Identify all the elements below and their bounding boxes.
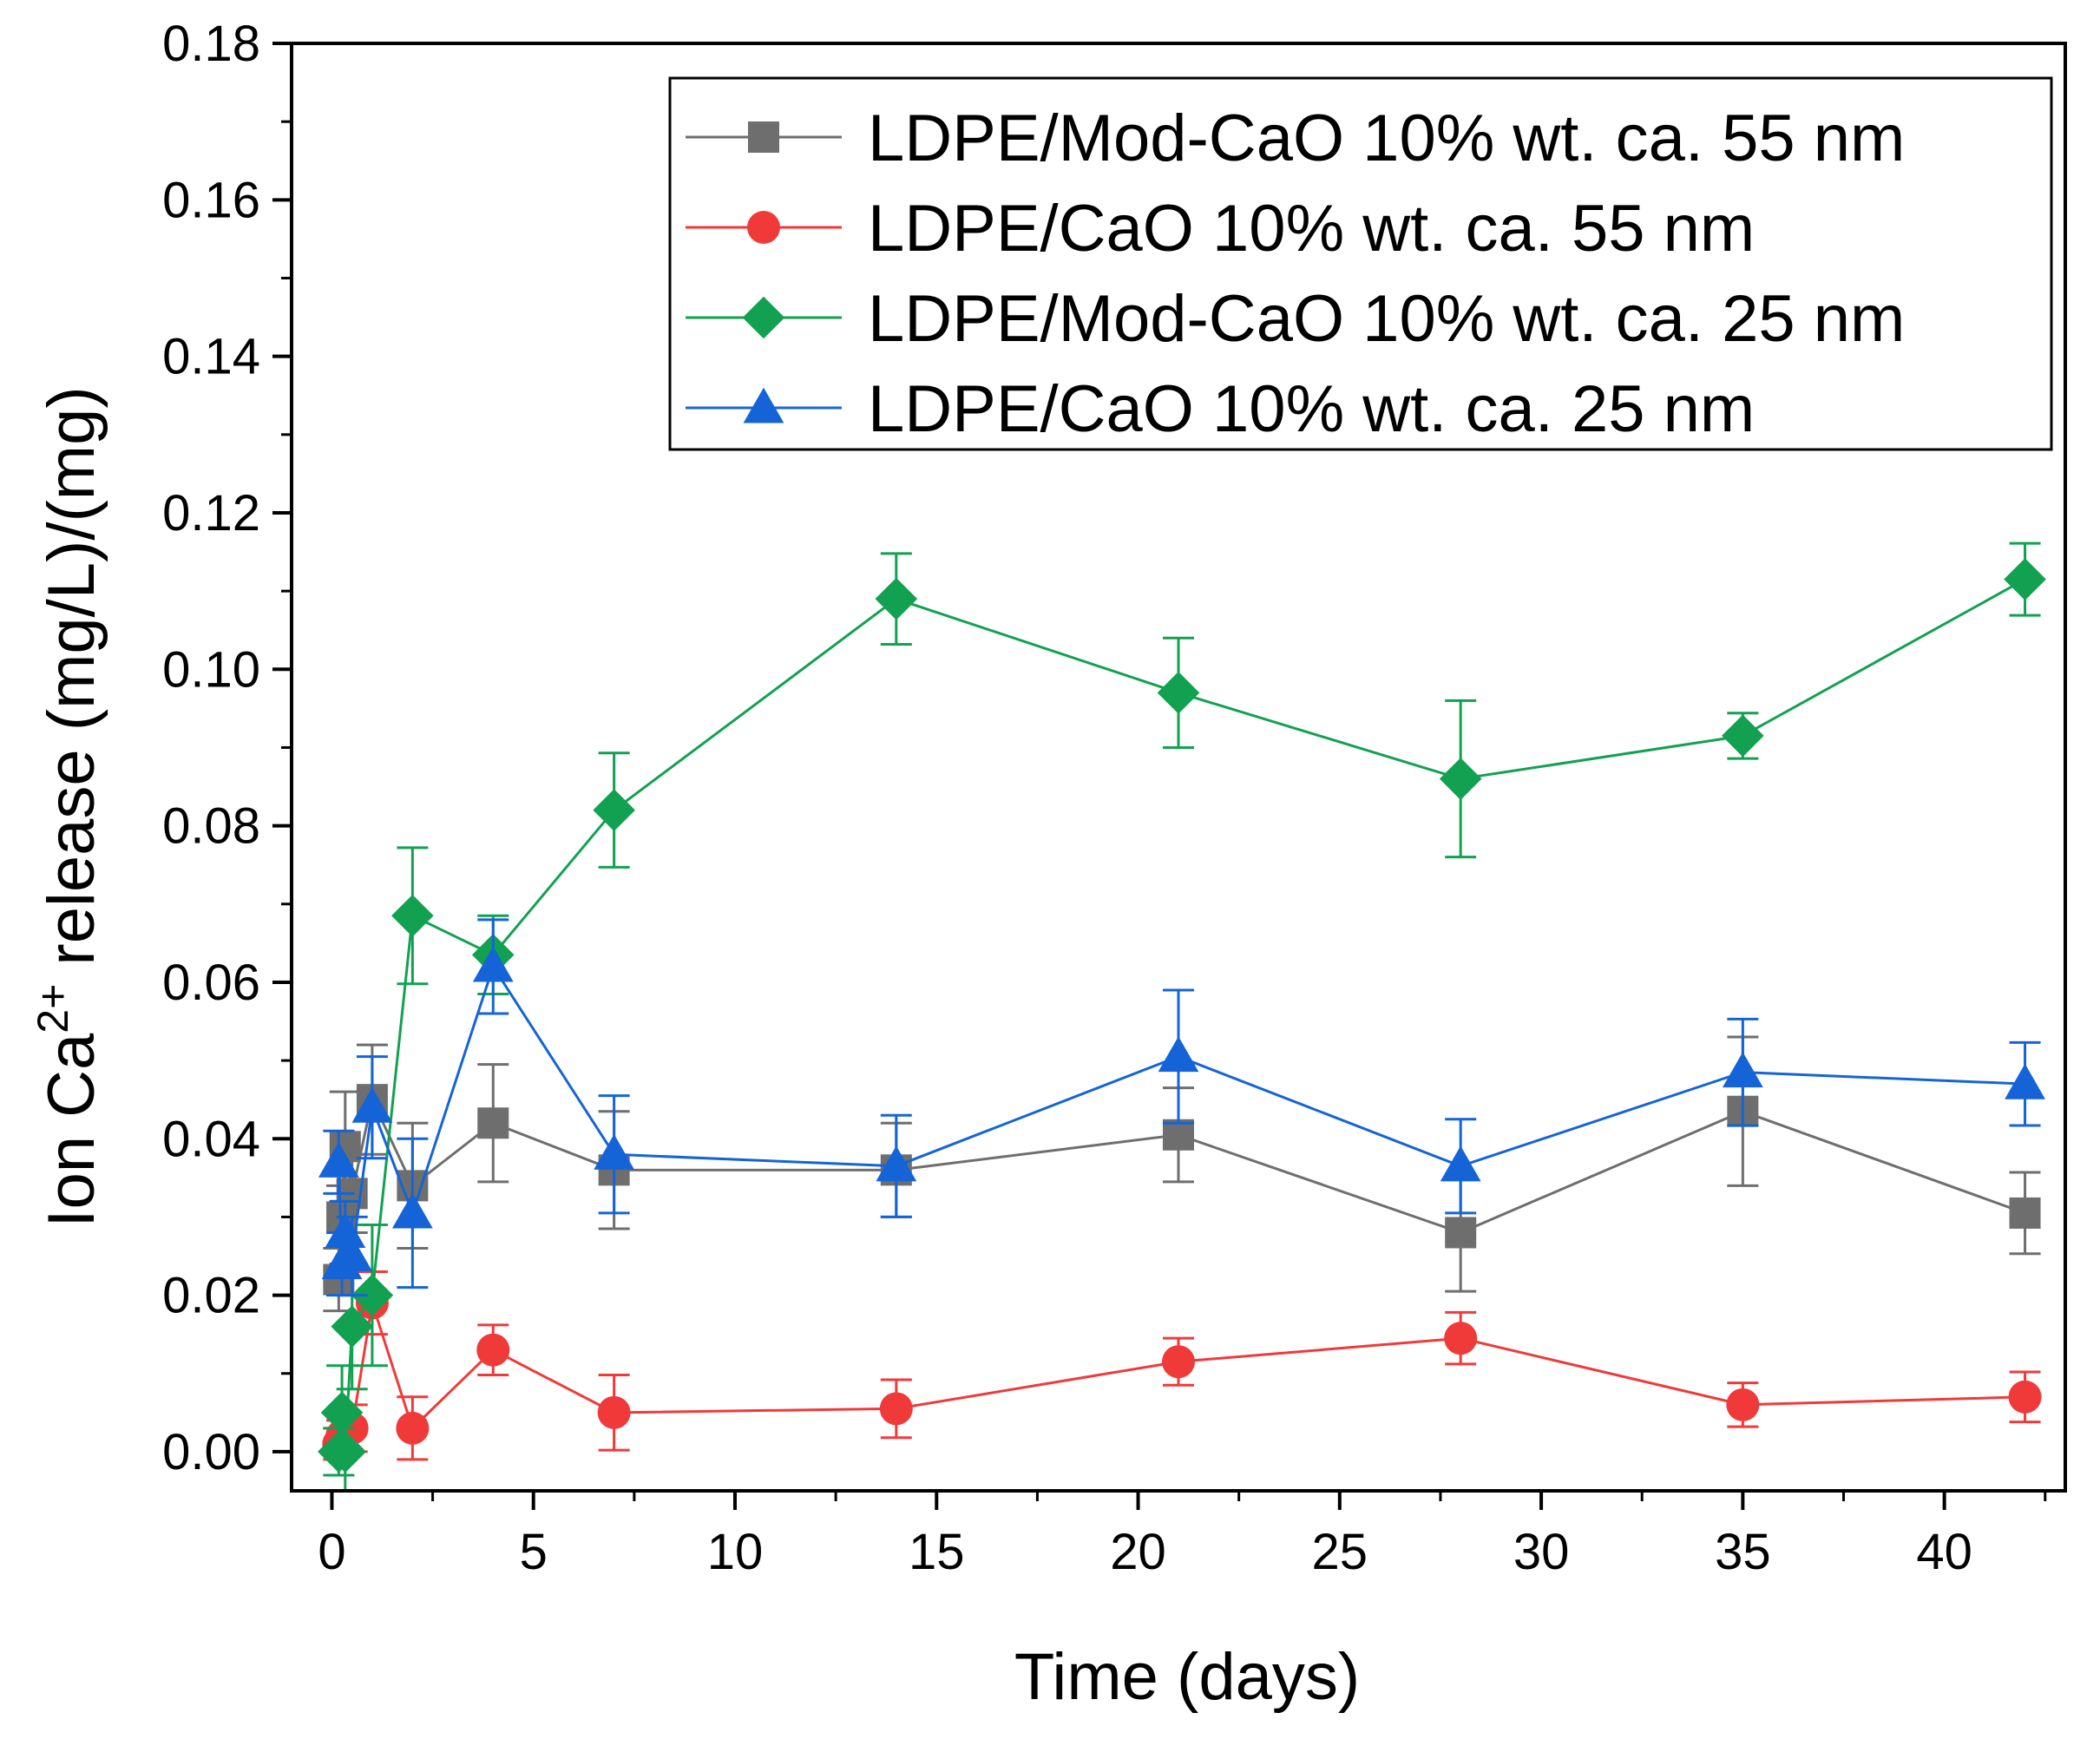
x-tick-label: 20 bbox=[1110, 1524, 1166, 1580]
x-axis-title: Time (days) bbox=[1014, 1640, 1360, 1714]
data-point bbox=[2009, 1197, 2041, 1229]
series-line bbox=[337, 963, 2025, 1264]
data-point bbox=[1722, 714, 1764, 758]
legend-marker bbox=[743, 387, 784, 423]
data-point bbox=[325, 1212, 366, 1249]
y-tick-label: 0.16 bbox=[162, 172, 260, 228]
x-tick-label: 40 bbox=[1916, 1524, 1972, 1580]
y-axis-title-superscript: 2+ bbox=[29, 984, 77, 1034]
data-point bbox=[875, 577, 918, 620]
data-point bbox=[1722, 1052, 1763, 1088]
data-point bbox=[2008, 1380, 2042, 1414]
legend-entry: LDPE/Mod-CaO 10% wt. ca. 55 nm bbox=[686, 102, 1905, 175]
data-point bbox=[396, 1411, 430, 1445]
data-point bbox=[391, 1192, 433, 1229]
y-axis-title-suffix: release (mg/L)/(mg) bbox=[35, 386, 108, 983]
data-point bbox=[351, 1274, 394, 1316]
data-point bbox=[2005, 1063, 2045, 1099]
data-point bbox=[331, 1236, 373, 1272]
plot-area bbox=[318, 541, 2046, 1493]
legend-label: LDPE/CaO 10% wt. ca. 25 nm bbox=[868, 372, 1755, 446]
data-point bbox=[1163, 1119, 1194, 1151]
y-tick-label: 0.06 bbox=[162, 955, 260, 1011]
legend-entry: LDPE/CaO 10% wt. ca. 25 nm bbox=[686, 372, 1755, 446]
y-tick-label: 0.04 bbox=[162, 1111, 260, 1167]
legend-label: LDPE/Mod-CaO 10% wt. ca. 55 nm bbox=[868, 102, 1905, 175]
data-point bbox=[876, 1145, 917, 1182]
legend-marker bbox=[748, 121, 779, 153]
data-point bbox=[1162, 1345, 1195, 1379]
data-point bbox=[1439, 758, 1482, 800]
data-point bbox=[324, 1430, 367, 1473]
y-tick-label: 0.02 bbox=[162, 1268, 260, 1324]
data-point bbox=[391, 895, 434, 937]
data-point bbox=[1444, 1322, 1478, 1355]
x-tick-label: 10 bbox=[707, 1524, 764, 1580]
data-point bbox=[331, 1305, 373, 1348]
legend-box bbox=[668, 76, 2053, 451]
y-tick-label: 0.18 bbox=[162, 16, 260, 72]
x-tick-label: 0 bbox=[318, 1524, 345, 1580]
data-point bbox=[1440, 1145, 1481, 1182]
legend-entry: LDPE/CaO 10% wt. ca. 55 nm bbox=[686, 192, 1755, 266]
data-point bbox=[477, 1107, 509, 1139]
x-tick-label: 5 bbox=[520, 1524, 548, 1580]
y-axis-title: Ion Ca2+ release (mg/L)/(mg) bbox=[29, 386, 108, 1227]
x-tick-label: 35 bbox=[1715, 1524, 1771, 1580]
data-point bbox=[597, 1395, 631, 1429]
axes: 0 5 10 15 20 25 30 35 40 0.00 0.02 0.04 0.06 0.08 0.10… bbox=[162, 16, 2067, 1580]
series-4 bbox=[318, 918, 2045, 1297]
y-axis-title-prefix: Ion Ca bbox=[35, 1033, 108, 1228]
y-tick-label: 0.08 bbox=[162, 798, 260, 855]
y-tick-label: 0.12 bbox=[162, 485, 260, 541]
legend-label: LDPE/CaO 10% wt. ca. 55 nm bbox=[868, 192, 1755, 266]
legend-marker bbox=[742, 296, 785, 339]
y-tick-label: 0.00 bbox=[162, 1424, 260, 1480]
y-tick-label: 0.10 bbox=[162, 641, 260, 698]
y-tick-label: 0.14 bbox=[162, 329, 260, 385]
data-point bbox=[2004, 558, 2046, 600]
data-point bbox=[1157, 672, 1200, 714]
legend: LDPE/Mod-CaO 10% wt. ca. 55 nm LDPE/CaO 1… bbox=[668, 76, 2053, 451]
data-point bbox=[594, 1133, 635, 1170]
x-tick-label: 25 bbox=[1312, 1524, 1368, 1580]
data-point bbox=[476, 1333, 510, 1367]
series-2 bbox=[322, 1270, 2042, 1461]
x-tick-label: 30 bbox=[1513, 1524, 1570, 1580]
data-point bbox=[320, 1391, 364, 1434]
data-point bbox=[318, 1141, 359, 1178]
data-point bbox=[351, 1086, 393, 1123]
data-point bbox=[472, 946, 514, 982]
data-point bbox=[1158, 1036, 1199, 1073]
x-tick-label: 15 bbox=[909, 1524, 965, 1580]
plot-frame bbox=[290, 42, 2067, 1493]
data-point bbox=[1445, 1217, 1477, 1249]
series-1 bbox=[323, 1035, 2041, 1313]
data-point bbox=[1726, 1388, 1760, 1421]
data-point bbox=[593, 789, 635, 831]
legend-marker bbox=[747, 211, 780, 244]
legend-entry: LDPE/Mod-CaO 10% wt. ca. 25 nm bbox=[686, 282, 1905, 356]
legend-label: LDPE/Mod-CaO 10% wt. ca. 25 nm bbox=[868, 282, 1905, 356]
data-point bbox=[879, 1392, 913, 1426]
